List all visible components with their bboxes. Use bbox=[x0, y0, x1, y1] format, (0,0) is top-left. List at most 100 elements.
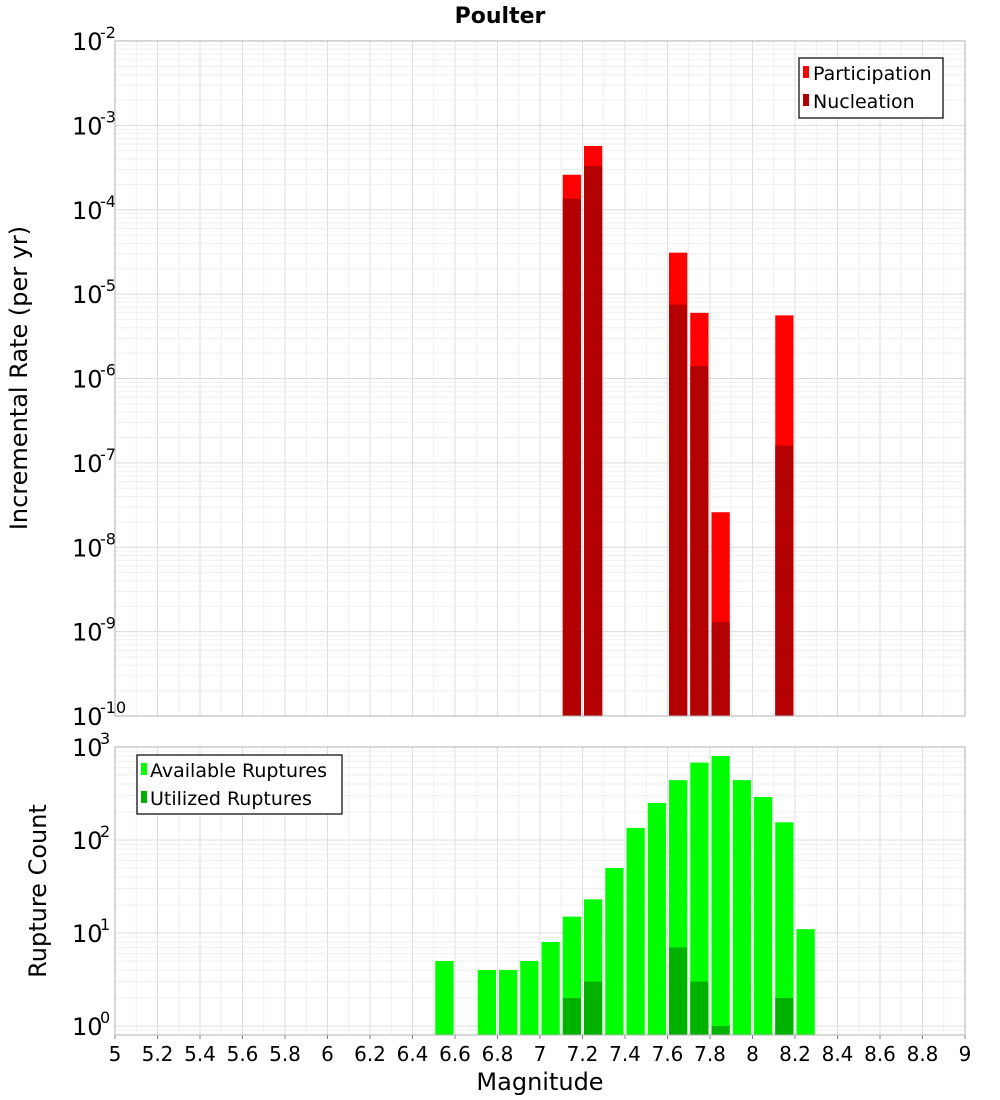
y-tick-exponent: -7 bbox=[100, 445, 116, 464]
chart-title: Poulter bbox=[455, 4, 546, 29]
y-tick-label: 10 bbox=[72, 827, 103, 855]
rate-bars bbox=[562, 145, 794, 717]
count-utilized-ruptures-bar bbox=[711, 1025, 730, 1035]
legend-label-participation: Participation bbox=[813, 63, 932, 85]
count-utilized-ruptures-bar bbox=[562, 997, 581, 1035]
y-tick-exponent: 1 bbox=[100, 915, 110, 934]
x-tick-label: 5.2 bbox=[142, 1042, 174, 1066]
y-tick-exponent: -9 bbox=[100, 614, 116, 633]
x-tick-label: 7 bbox=[534, 1042, 547, 1066]
y-tick-exponent: -5 bbox=[100, 276, 116, 295]
y-tick-label: 10 bbox=[72, 112, 103, 140]
legend-swatch-utilized bbox=[141, 791, 147, 803]
y-tick-exponent: 2 bbox=[100, 822, 110, 841]
legend-swatch-participation bbox=[803, 66, 809, 78]
count-legend-box bbox=[136, 754, 343, 815]
x-tick-label: 6 bbox=[321, 1042, 334, 1066]
count-available-ruptures-bar bbox=[499, 969, 518, 1035]
y-tick-exponent: -8 bbox=[100, 529, 116, 548]
x-tick-label: 9 bbox=[959, 1042, 972, 1066]
rate-panel: 10-210-310-410-510-610-710-810-910-10 In… bbox=[5, 23, 966, 731]
y-tick-exponent: 3 bbox=[100, 729, 110, 748]
count-available-ruptures-bar bbox=[520, 960, 539, 1035]
count-available-ruptures-bar bbox=[796, 929, 815, 1035]
x-tick-label: 5.4 bbox=[184, 1042, 216, 1066]
count-y-axis-label: Rupture Count bbox=[24, 804, 52, 978]
y-tick-label: 10 bbox=[72, 197, 103, 225]
y-tick-label: 10 bbox=[72, 281, 103, 309]
rate-legend-box bbox=[798, 57, 944, 119]
x-tick-label: 6.2 bbox=[354, 1042, 386, 1066]
x-tick-label: 7.6 bbox=[652, 1042, 684, 1066]
count-available-ruptures-bar bbox=[435, 960, 454, 1035]
legend-swatch-available bbox=[141, 763, 147, 775]
count-bars bbox=[435, 756, 815, 1035]
y-tick-label: 10 bbox=[72, 366, 103, 394]
legend-swatch-nucleation bbox=[803, 94, 809, 106]
count-available-ruptures-bar bbox=[775, 822, 794, 1035]
count-available-ruptures-bar bbox=[626, 827, 645, 1035]
rate-nucleation-bar bbox=[690, 366, 709, 716]
y-tick-label: 10 bbox=[72, 734, 103, 762]
count-plot-border bbox=[114, 746, 966, 1036]
count-available-ruptures-bar bbox=[690, 762, 709, 1035]
y-tick-exponent: -2 bbox=[100, 23, 116, 42]
count-utilized-ruptures-bar bbox=[690, 981, 709, 1035]
y-tick-label: 10 bbox=[72, 703, 103, 731]
rate-plot-border bbox=[114, 40, 966, 717]
count-available-ruptures-bar bbox=[541, 942, 560, 1035]
rate-nucleation-bar bbox=[562, 198, 581, 717]
count-available-ruptures-bar bbox=[477, 969, 496, 1035]
count-available-ruptures-bar bbox=[647, 802, 666, 1035]
rate-nucleation-bar bbox=[711, 622, 730, 716]
legend-label-available: Available Ruptures bbox=[150, 760, 327, 782]
y-tick-exponent: 0 bbox=[100, 1008, 110, 1027]
y-tick-label: 10 bbox=[72, 450, 103, 478]
x-tick-label: 8.2 bbox=[779, 1042, 811, 1066]
x-tick-label: 7.4 bbox=[609, 1042, 641, 1066]
legend-label-utilized: Utilized Ruptures bbox=[150, 788, 312, 810]
rate-y-ticks: 10-210-310-410-510-610-710-810-910-10 bbox=[72, 23, 126, 731]
y-tick-exponent: -4 bbox=[100, 192, 116, 211]
x-tick-label: 5 bbox=[109, 1042, 122, 1066]
legend-label-nucleation: Nucleation bbox=[813, 91, 915, 113]
rate-legend: Participation Nucleation bbox=[798, 57, 944, 119]
y-tick-exponent: -3 bbox=[100, 107, 116, 126]
x-tick-label: 8.6 bbox=[864, 1042, 896, 1066]
rate-nucleation-bar bbox=[584, 166, 603, 717]
magnitude-x-ticks: 5 5.2 5.4 5.6 5.8 6 6.2 6.4 6.6 6.8 7 7.2 7.4 7.6 7.8 8… bbox=[109, 1035, 972, 1066]
y-tick-label: 10 bbox=[72, 619, 103, 647]
y-tick-label: 10 bbox=[72, 534, 103, 562]
x-tick-label: 6.8 bbox=[482, 1042, 514, 1066]
x-tick-label: 8 bbox=[746, 1042, 759, 1066]
count-utilized-ruptures-bar bbox=[669, 947, 688, 1035]
count-available-ruptures-bar bbox=[711, 756, 730, 1035]
y-tick-label: 10 bbox=[72, 1013, 103, 1041]
x-tick-label: 8.8 bbox=[907, 1042, 939, 1066]
rate-nucleation-bar bbox=[775, 445, 794, 716]
x-tick-label: 5.6 bbox=[227, 1042, 259, 1066]
x-tick-label: 8.4 bbox=[822, 1042, 854, 1066]
y-tick-exponent: -6 bbox=[100, 361, 116, 380]
count-legend: Available Ruptures Utilized Ruptures bbox=[136, 754, 343, 815]
count-available-ruptures-bar bbox=[732, 780, 751, 1035]
x-tick-label: 7.2 bbox=[567, 1042, 599, 1066]
x-axis-label: Magnitude bbox=[476, 1068, 603, 1096]
rate-nucleation-bar bbox=[669, 304, 688, 716]
count-available-ruptures-bar bbox=[754, 796, 773, 1035]
rate-y-axis-label: Incremental Rate (per yr) bbox=[5, 226, 33, 530]
count-available-ruptures-bar bbox=[605, 867, 624, 1035]
y-tick-label: 10 bbox=[72, 28, 103, 56]
count-utilized-ruptures-bar bbox=[584, 981, 603, 1035]
x-tick-label: 6.4 bbox=[397, 1042, 429, 1066]
rate-gridlines bbox=[114, 40, 966, 717]
y-tick-exponent: -10 bbox=[100, 698, 126, 717]
x-tick-label: 6.6 bbox=[439, 1042, 471, 1066]
x-tick-label: 7.8 bbox=[694, 1042, 726, 1066]
x-tick-label: 5.8 bbox=[269, 1042, 301, 1066]
count-utilized-ruptures-bar bbox=[775, 997, 794, 1035]
y-tick-label: 10 bbox=[72, 920, 103, 948]
